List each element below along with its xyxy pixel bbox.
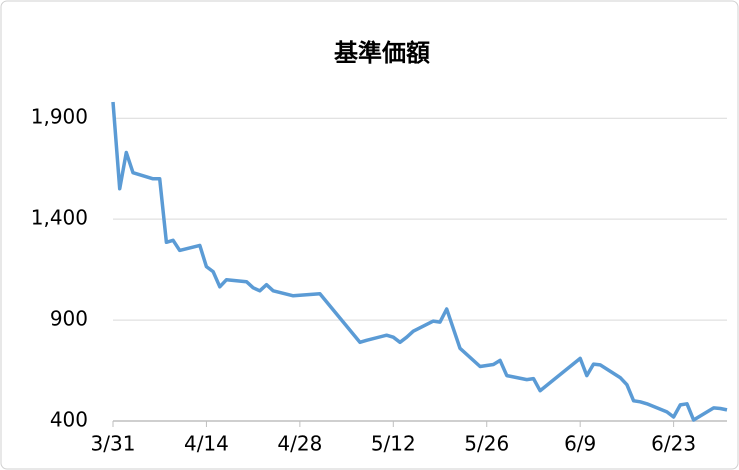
x-tick-label: 5/12 [371, 432, 416, 456]
y-tick-label: 1,900 [31, 105, 88, 129]
x-tick-label: 5/26 [464, 432, 509, 456]
y-tick-label: 900 [50, 307, 88, 331]
chart-title: 基準価額 [334, 39, 430, 67]
x-tick-label: 3/31 [91, 432, 136, 456]
x-tick-label: 6/23 [651, 432, 696, 456]
x-tick-label: 4/28 [277, 432, 322, 456]
x-tick-label: 6/9 [564, 432, 596, 456]
y-tick-label: 1,400 [31, 206, 88, 230]
data-line [111, 101, 728, 422]
y-tick-label: 400 [50, 408, 88, 432]
x-tick-label: 4/14 [184, 432, 229, 456]
